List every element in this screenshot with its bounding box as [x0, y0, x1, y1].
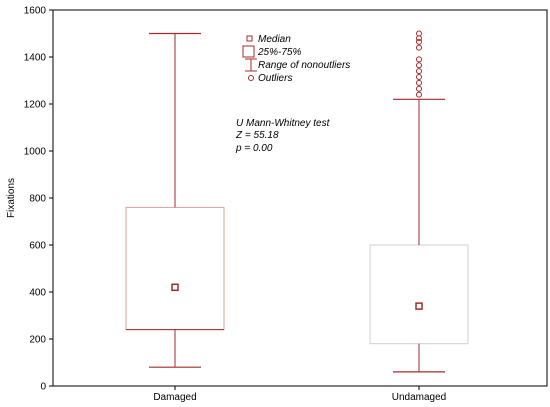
outlier-point [416, 38, 422, 45]
legend-median-label: Median [258, 34, 291, 45]
legend-outlier-label: Outliers [258, 73, 292, 84]
legend-median-icon [246, 35, 253, 42]
y-axis-label: Fixations [6, 178, 17, 218]
y-tick-label: 1000 [24, 147, 47, 158]
y-ticks: 0 200 400 600 800 1000 1200 1400 1600 [24, 6, 53, 393]
y-tick-label: 600 [29, 241, 46, 252]
median-marker [171, 283, 179, 292]
outlier-point [416, 62, 422, 69]
outlier-point [416, 44, 422, 51]
outlier-point [416, 79, 422, 86]
y-tick-label: 1600 [24, 6, 47, 17]
annotation-line-2: Z = 55.18 [235, 130, 279, 141]
legend-outlier-icon [248, 75, 254, 81]
legend-iqr-icon [242, 45, 255, 58]
outlier-point [416, 30, 422, 37]
legend-range-label: Range of nonoutliers [258, 60, 350, 71]
legend: Median 25%-75% Range of nonoutliers Outl… [242, 34, 350, 84]
outlier-point [416, 91, 422, 98]
y-tick-label: 400 [29, 288, 46, 299]
iqr-box [125, 206, 225, 331]
legend-iqr-label: 25%-75% [257, 47, 301, 58]
outlier-point [416, 85, 422, 92]
median-marker [415, 302, 423, 310]
annotation-line-3: p = 0.00 [235, 143, 273, 154]
y-tick-label: 1400 [24, 53, 47, 64]
iqr-box [369, 244, 469, 345]
x-category-label: Damaged [153, 392, 196, 403]
x-category-label: Undamaged [392, 392, 446, 403]
annotation-line-1: U Mann-Whitney test [236, 118, 331, 129]
x-categories: Damaged Undamaged [153, 386, 446, 403]
outlier-point [416, 73, 422, 80]
y-tick-label: 0 [40, 382, 46, 393]
y-tick-label: 200 [29, 335, 46, 346]
y-tick-label: 800 [29, 194, 46, 205]
outlier-point [416, 56, 422, 63]
boxes [125, 30, 469, 373]
outlier-point [416, 68, 422, 75]
test-annotation: U Mann-Whitney test Z = 55.18 p = 0.00 [235, 118, 331, 154]
y-tick-label: 1200 [24, 100, 47, 111]
